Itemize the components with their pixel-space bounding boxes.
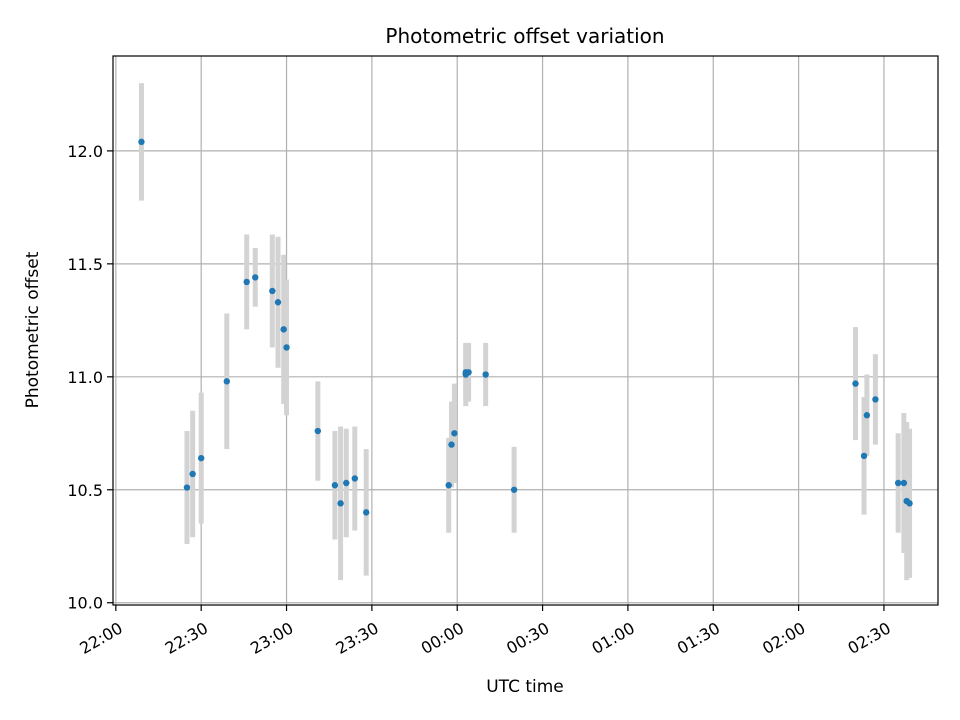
- data-point: [283, 344, 290, 351]
- data-point: [860, 452, 868, 460]
- grid: [113, 56, 938, 605]
- x-axis-title: UTC time: [486, 677, 564, 697]
- data-point: [183, 484, 191, 491]
- data-point: [274, 299, 282, 306]
- data-point: [138, 138, 145, 146]
- data-point: [331, 482, 339, 489]
- y-tick-label: 11.5: [67, 255, 103, 274]
- data-point: [894, 479, 902, 487]
- data-point: [189, 470, 196, 478]
- data-point: [269, 287, 276, 295]
- data-point: [448, 441, 455, 448]
- data-point: [900, 479, 908, 487]
- y-tick-label: 12.0: [67, 142, 103, 161]
- y-tick-label: 10.0: [67, 594, 103, 613]
- data-point: [852, 380, 859, 387]
- data-points: [138, 138, 913, 516]
- data-point: [337, 500, 344, 507]
- data-point: [465, 369, 472, 376]
- chart-title: Photometric offset variation: [385, 24, 664, 48]
- data-point: [351, 475, 359, 482]
- data-point: [314, 427, 322, 435]
- data-point: [197, 454, 205, 462]
- data-point: [445, 482, 452, 489]
- data-point: [451, 430, 458, 437]
- y-axis-title: Photometric offset: [23, 251, 43, 408]
- y-tick-label: 11.0: [67, 368, 103, 387]
- data-point: [243, 278, 250, 286]
- data-point: [343, 479, 350, 487]
- y-tick-label: 10.5: [67, 481, 103, 500]
- data-point: [906, 500, 913, 507]
- data-point: [482, 371, 489, 378]
- data-point: [872, 396, 879, 403]
- plot-frame: [112, 55, 939, 606]
- data-point: [510, 486, 518, 493]
- data-point: [252, 274, 259, 281]
- data-point: [362, 509, 370, 516]
- data-point: [863, 412, 871, 419]
- data-point: [223, 378, 230, 385]
- data-point: [280, 326, 287, 333]
